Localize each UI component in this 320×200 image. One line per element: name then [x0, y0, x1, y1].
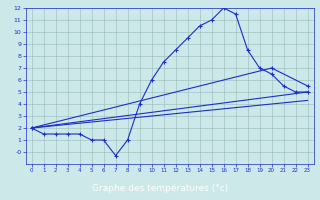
Text: Graphe des températures (°c): Graphe des températures (°c) — [92, 184, 228, 193]
